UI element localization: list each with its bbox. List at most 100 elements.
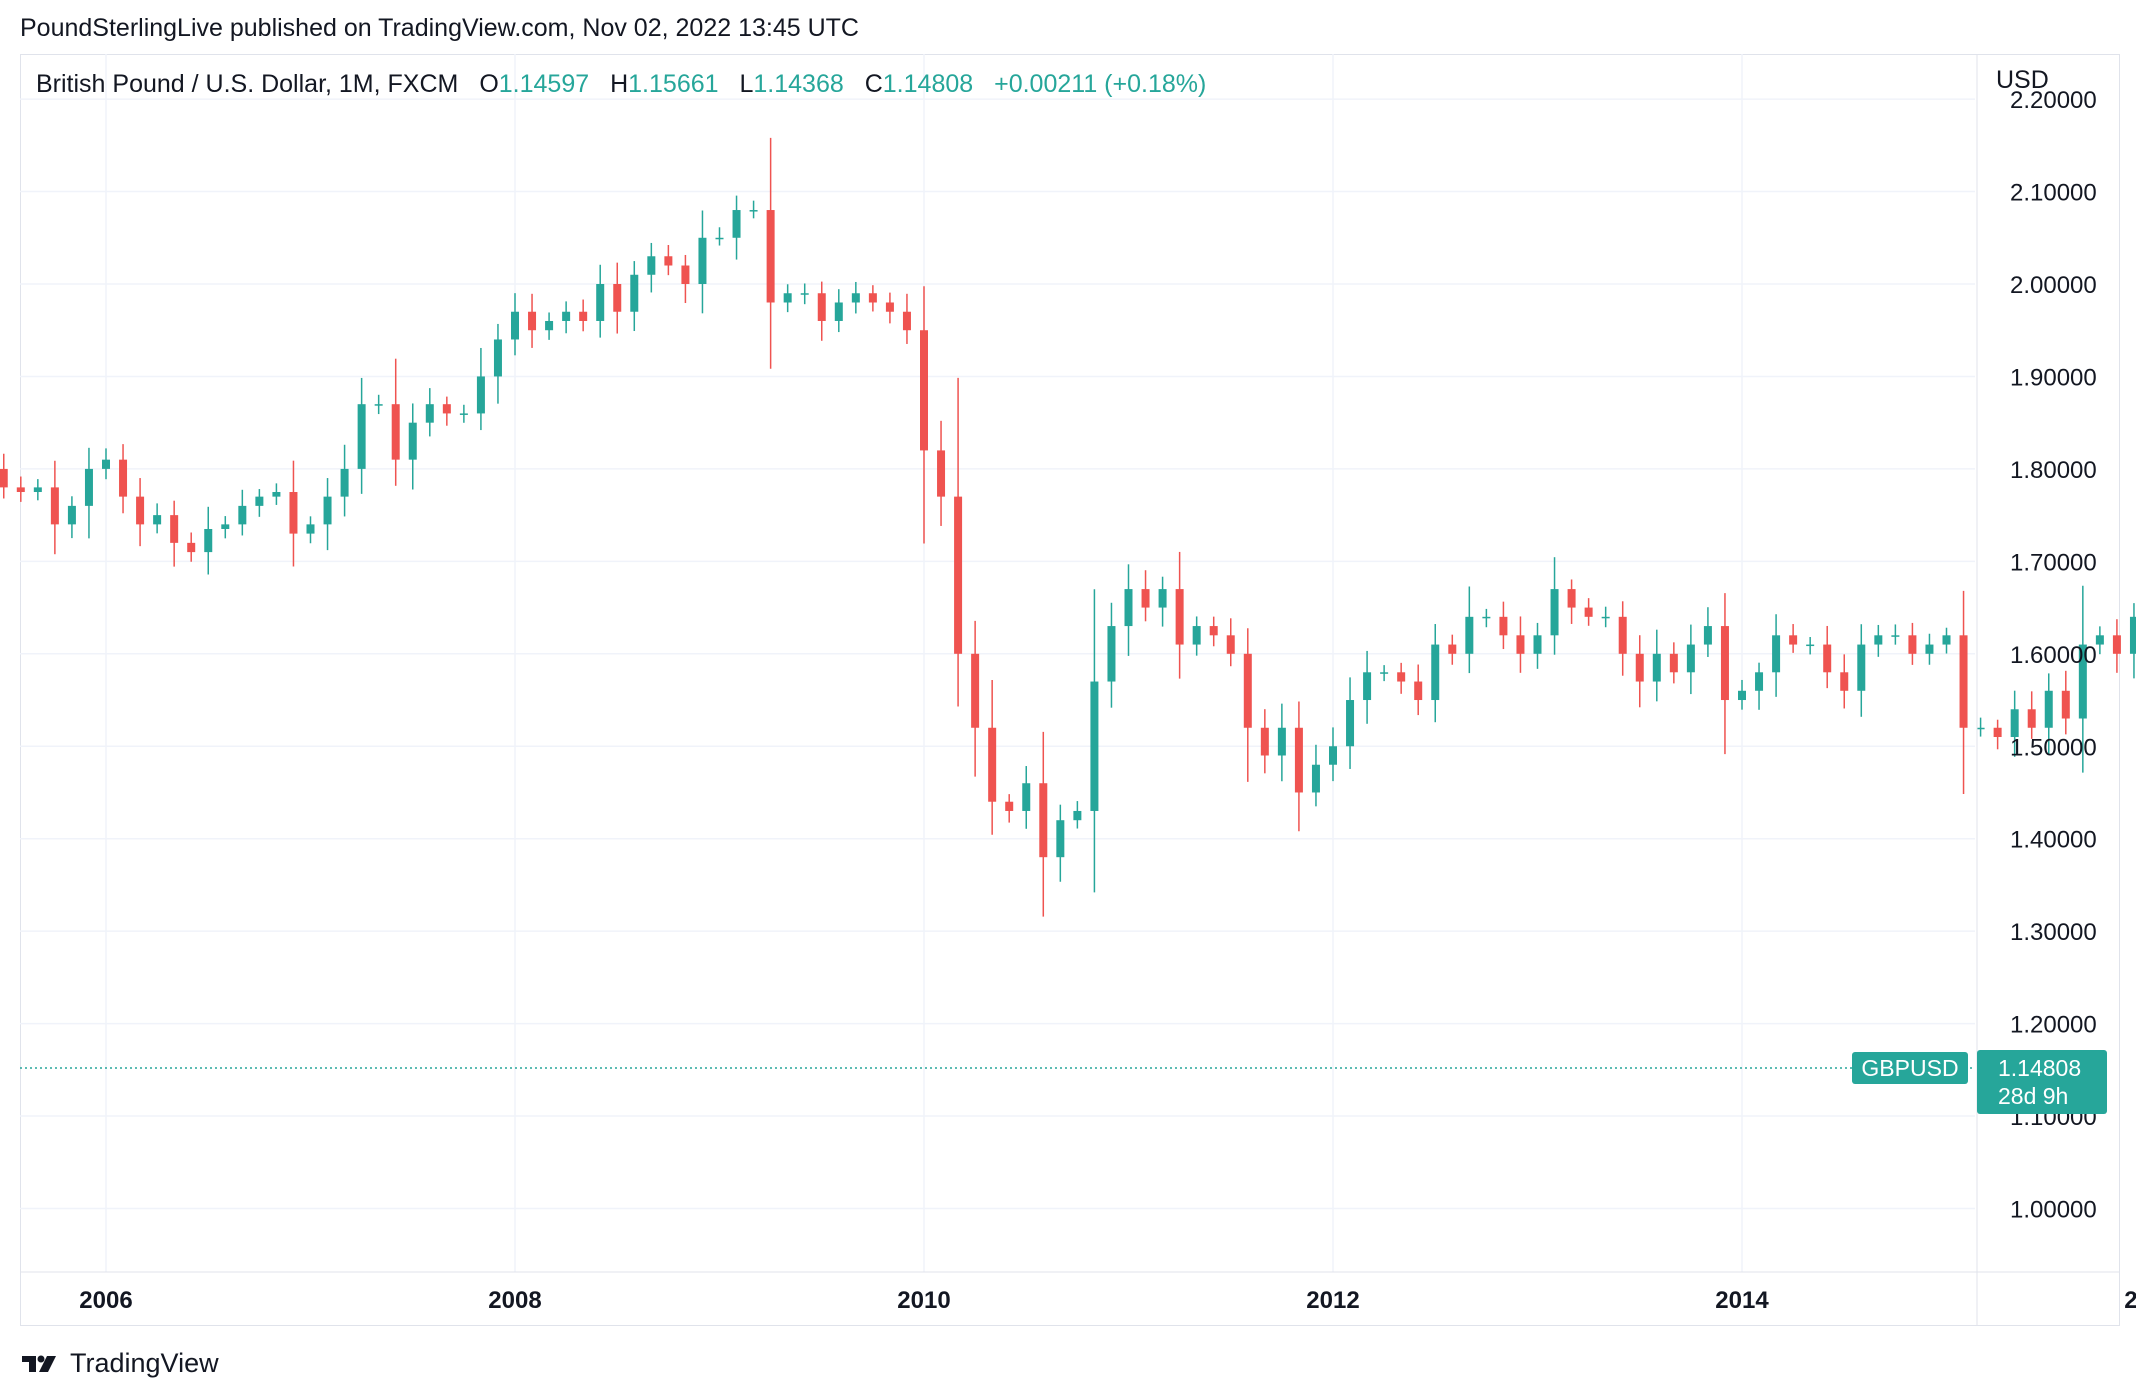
candle-body — [289, 492, 298, 534]
candle-body — [1823, 644, 1832, 673]
candle — [1755, 662, 1764, 710]
candle — [1652, 629, 1661, 702]
candle-body — [272, 492, 281, 497]
candle-body — [50, 487, 59, 525]
candle-body — [1380, 672, 1389, 674]
candle — [1363, 650, 1372, 724]
candle — [2078, 585, 2087, 773]
candle-body — [1363, 672, 1372, 701]
candle — [1192, 616, 1201, 656]
candle — [902, 293, 911, 344]
currency-label: USD — [1996, 66, 2049, 94]
candle-body — [2112, 635, 2121, 654]
candle-body — [1465, 616, 1474, 654]
tradingview-brand: TradingView — [70, 1348, 219, 1378]
price-chart[interactable]: 1.000001.100001.200001.300001.400001.500… — [0, 0, 2136, 1340]
candle-body — [221, 524, 230, 529]
candle — [1056, 804, 1065, 882]
candle — [442, 396, 451, 426]
high-value: 1.15661 — [628, 70, 719, 98]
candle — [1806, 637, 1815, 655]
candle-body — [153, 515, 162, 525]
candle — [1465, 586, 1474, 674]
candle — [136, 478, 145, 547]
candle-body — [102, 459, 110, 469]
candle-body — [1942, 635, 1951, 645]
candle-body — [562, 311, 571, 321]
price-tick-label: 1.90000 — [2010, 364, 2097, 391]
year-tick-label: 2008 — [488, 1287, 541, 1314]
candle-body — [255, 496, 264, 506]
candle-body — [1584, 607, 1593, 617]
price-label: 1.14808 — [1998, 1055, 2081, 1081]
candle-body — [1448, 644, 1457, 654]
candle-body — [596, 284, 605, 321]
candle-body — [187, 542, 196, 553]
candle-body — [902, 311, 911, 331]
candle-body — [1397, 672, 1406, 682]
candle — [153, 503, 162, 534]
candle — [988, 680, 997, 835]
candle-body — [1857, 644, 1866, 691]
candle — [1414, 664, 1423, 716]
year-tick-label: 2010 — [897, 1287, 950, 1314]
candle — [647, 242, 656, 293]
candle — [2112, 619, 2121, 673]
price-label-box — [1977, 1050, 2107, 1114]
candle-body — [1652, 653, 1661, 682]
candle — [1141, 570, 1150, 622]
tradingview-logo[interactable]: TradingView — [20, 1348, 219, 1379]
candle-body — [84, 468, 93, 506]
time-axis: 2006200820102012201420162018202020222024 — [79, 1287, 2136, 1314]
year-tick-label: 2006 — [79, 1287, 132, 1314]
candle — [357, 377, 366, 494]
price-tick-label: 1.40000 — [2010, 827, 2097, 854]
close-value: 1.14808 — [882, 70, 974, 98]
candle-body — [1346, 700, 1355, 747]
candle-body — [1039, 783, 1048, 858]
candle — [937, 420, 946, 526]
high-label: H — [610, 70, 629, 98]
candle — [1499, 601, 1508, 650]
candle — [221, 516, 230, 539]
candle — [1669, 642, 1678, 684]
candle — [732, 195, 741, 260]
ohlc-legend: British Pound / U.S. Dollar, 1M, FXCM O1… — [36, 70, 1206, 99]
low-value: 1.14368 — [753, 70, 844, 98]
candle — [1959, 590, 1968, 795]
candle — [1448, 634, 1457, 665]
candle — [1209, 616, 1218, 647]
candle — [1618, 601, 1627, 676]
candle-body — [817, 293, 826, 321]
candle — [204, 506, 213, 575]
candle — [425, 388, 434, 437]
close-label: C — [864, 70, 883, 98]
last-price-tag: GBPUSD 1.14808 28d 9h — [1852, 1050, 2107, 1114]
candle — [323, 478, 332, 551]
candle — [1908, 622, 1917, 665]
candle — [84, 447, 93, 539]
candle-body — [119, 459, 128, 497]
candle-body — [783, 293, 792, 303]
candle-body — [851, 293, 860, 303]
candle — [170, 500, 179, 567]
candle-body — [954, 496, 963, 654]
candle-body — [1755, 672, 1764, 691]
candle — [715, 227, 724, 246]
candle-body — [357, 404, 366, 469]
publisher-header: PoundSterlingLive published on TradingVi… — [20, 14, 859, 42]
candle-body — [170, 515, 179, 543]
candle-body — [1567, 589, 1576, 608]
candle-body — [1516, 635, 1525, 654]
candle — [579, 299, 588, 332]
candle — [681, 254, 690, 304]
candle-body — [1056, 820, 1065, 858]
candle-body — [749, 210, 758, 212]
candle — [545, 312, 554, 340]
candle-body — [2095, 635, 2104, 645]
candle-body — [340, 468, 349, 497]
candle — [1431, 624, 1440, 723]
candle-body — [33, 487, 42, 493]
candle — [2044, 673, 2053, 755]
candle — [1482, 608, 1491, 628]
